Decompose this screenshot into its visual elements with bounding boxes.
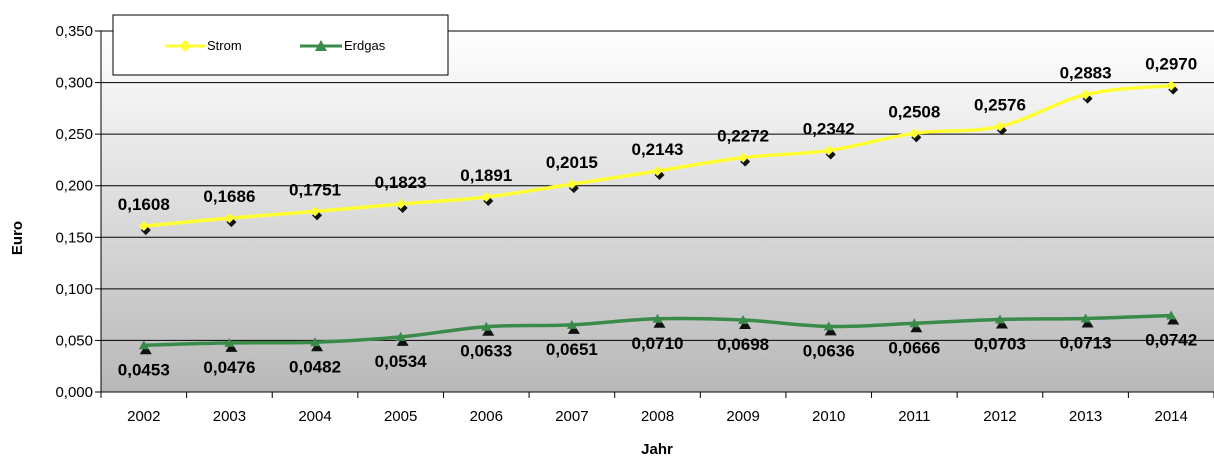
point-erdgas [395, 331, 406, 341]
data-label-strom: 0,2970 [1145, 55, 1197, 74]
x-tick-label: 2005 [384, 408, 417, 425]
point-erdgas [994, 314, 1005, 324]
x-tick-label: 2006 [470, 408, 503, 425]
data-label-erdgas: 0,0698 [717, 335, 769, 354]
x-tick-label: 2003 [213, 408, 246, 425]
data-label-strom: 0,1608 [118, 195, 170, 214]
data-label-erdgas: 0,0703 [974, 334, 1026, 353]
x-tick-label: 2012 [983, 408, 1016, 425]
y-tick-label: 0,200 [55, 178, 93, 195]
point-erdgas [823, 321, 834, 331]
data-label-strom: 0,2015 [546, 153, 598, 172]
point-strom [224, 213, 235, 224]
point-erdgas [310, 337, 321, 347]
legend-strom-label: Strom [207, 38, 242, 53]
data-label-strom: 0,2576 [974, 95, 1026, 114]
data-label-erdgas: 0,0713 [1060, 333, 1112, 352]
data-label-strom: 0,2883 [1060, 64, 1112, 83]
y-tick-label: 0,050 [55, 332, 93, 349]
point-erdgas [652, 313, 663, 323]
point-erdgas [1166, 310, 1177, 320]
point-erdgas [1080, 313, 1091, 323]
x-tick-label: 2011 [898, 408, 930, 425]
y-axis-title: Euro [9, 221, 26, 255]
point-strom [481, 191, 492, 202]
y-tick-label: 0,250 [55, 126, 93, 143]
point-strom [395, 198, 406, 209]
point-strom [310, 206, 321, 217]
point-erdgas [224, 337, 235, 347]
y-tick-label: 0,000 [55, 384, 93, 401]
legend-erdgas-label: Erdgas [344, 38, 386, 53]
data-label-strom: 0,2342 [803, 119, 855, 138]
data-label-erdgas: 0,0476 [203, 358, 255, 377]
data-label-strom: 0,1686 [203, 187, 255, 206]
y-tick-label: 0,300 [55, 75, 93, 92]
x-tick-label: 2002 [127, 408, 160, 425]
x-axis-title: Jahr [641, 441, 673, 458]
point-strom [1080, 89, 1091, 100]
data-label-erdgas: 0,0453 [118, 360, 170, 379]
data-label-strom: 0,1891 [460, 166, 512, 185]
x-tick-label: 2014 [1155, 408, 1188, 425]
data-label-erdgas: 0,0651 [546, 340, 598, 359]
point-erdgas [481, 321, 492, 331]
point-strom [823, 145, 834, 156]
point-strom [1166, 80, 1177, 91]
x-tick-label: 2010 [812, 408, 845, 425]
data-label-erdgas: 0,0636 [803, 341, 855, 360]
point-strom [994, 121, 1005, 132]
point-erdgas [138, 340, 149, 350]
data-label-erdgas: 0,0633 [460, 342, 512, 361]
point-strom [652, 165, 663, 176]
y-tick-label: 0,100 [55, 281, 93, 298]
point-erdgas [566, 319, 577, 329]
point-strom [566, 179, 577, 190]
data-label-erdgas: 0,0666 [888, 338, 940, 357]
data-label-strom: 0,1751 [289, 180, 341, 199]
x-tick-label: 2004 [298, 408, 331, 425]
legend-strom-marker [179, 40, 191, 52]
legend-box [112, 14, 449, 76]
point-strom [738, 152, 749, 163]
y-tick-label: 0,150 [55, 229, 93, 246]
data-label-strom: 0,2143 [632, 140, 684, 159]
plot-area [101, 31, 1214, 392]
point-erdgas [738, 315, 749, 325]
x-tick-label: 2008 [641, 408, 674, 425]
data-label-strom: 0,2508 [888, 102, 940, 121]
point-strom [138, 221, 149, 232]
y-tick-label: 0,350 [55, 23, 93, 40]
legend: Strom Erdgas [112, 14, 449, 76]
data-label-erdgas: 0,0482 [289, 357, 341, 376]
x-tick-label: 2009 [726, 408, 759, 425]
data-label-strom: 0,1823 [375, 173, 427, 192]
data-label-strom: 0,2272 [717, 127, 769, 146]
data-label-erdgas: 0,0710 [632, 334, 684, 353]
point-erdgas [909, 318, 920, 328]
x-tick-label: 2013 [1069, 408, 1102, 425]
legend-erdgas-marker [315, 40, 327, 51]
data-label-erdgas: 0,0742 [1145, 330, 1197, 349]
x-tick-label: 2007 [555, 408, 588, 425]
point-strom [909, 128, 920, 139]
data-label-erdgas: 0,0534 [375, 352, 428, 371]
